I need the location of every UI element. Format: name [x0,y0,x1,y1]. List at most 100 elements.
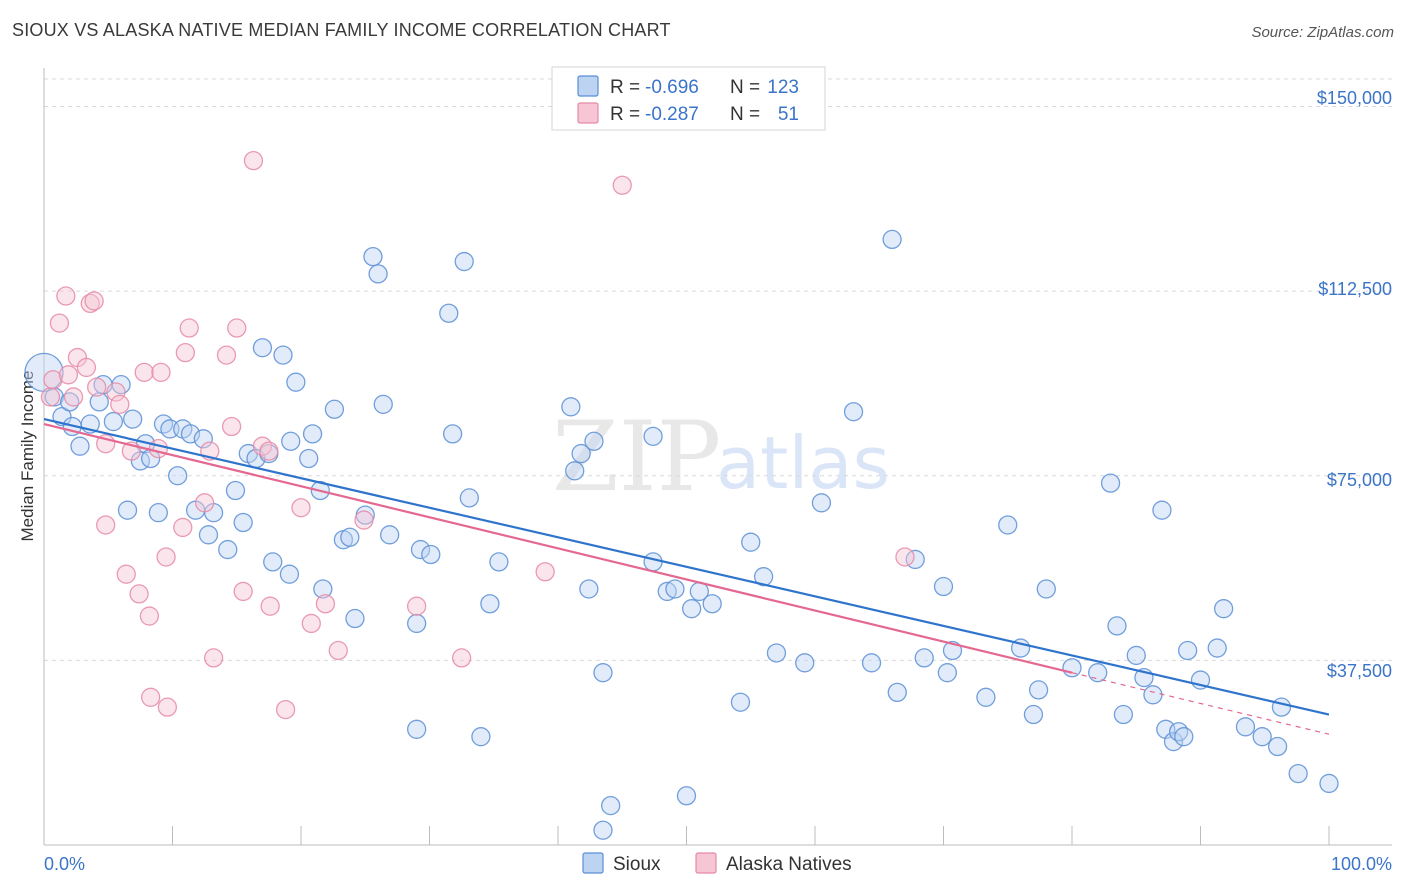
correlation-legend: R = -0.696 N = 123 R = -0.287 N = 51 [551,66,826,131]
data-point-sioux [1107,616,1127,636]
data-point-sioux [1163,731,1184,752]
data-point-sioux [1319,773,1339,794]
data-point-alaska [157,697,178,717]
series-alaska [40,150,915,720]
data-point-sioux [273,345,293,365]
data-point-sioux [593,820,613,840]
data-point-sioux [1271,697,1292,717]
data-point-sioux [454,251,474,272]
data-point-alaska [221,416,242,437]
data-point-sioux [233,512,253,533]
data-point-sioux [148,503,169,523]
data-point-sioux [406,719,427,739]
legend-swatch-alaska [577,102,599,124]
trend-lines [43,418,1330,735]
data-point-sioux [368,264,388,284]
data-point-sioux [252,338,273,358]
data-point-sioux [489,552,509,572]
data-point-sioux [1288,763,1308,784]
data-point-alaska [129,584,149,604]
data-point-sioux [279,564,300,584]
data-point-sioux [861,653,882,673]
data-point-sioux [998,515,1018,535]
data-point-sioux [281,431,301,451]
data-point-alaska [233,581,253,602]
data-point-alaska [175,342,196,363]
data-point-sioux [811,493,832,513]
data-point-sioux [933,576,954,597]
y-tick-label: $112,500 [1318,279,1392,299]
data-point-sioux [976,687,996,707]
data-point-sioux [1023,704,1044,725]
legend-n-value: 123 [767,77,799,98]
data-point-alaska [139,606,160,626]
data-point-sioux [657,581,677,602]
data-point-sioux [1126,645,1146,666]
data-point-sioux [218,539,238,560]
data-point-sioux [410,539,431,560]
data-point-alaska [451,648,472,668]
data-point-sioux [1252,727,1272,747]
data-point-alaska [328,640,348,661]
data-point-alaska [260,596,280,616]
data-point-sioux [380,525,400,545]
data-point-alaska [134,362,154,382]
data-point-alaska [63,387,84,407]
data-point-alaska [173,517,193,538]
data-point-sioux [345,608,365,629]
data-point-alaska [156,547,176,567]
data-point-sioux [1174,727,1194,747]
data-point-sioux [1152,500,1172,520]
data-point-alaska [179,318,199,338]
data-point-sioux [324,399,345,419]
data-point-alaska [243,150,264,171]
y-tick-labels: $150,000 $112,500 $75,000 $37,500 [1317,88,1392,681]
data-point-sioux [1088,663,1108,683]
data-point-sioux [471,727,491,747]
chart-source: Source: ZipAtlas.com [1251,24,1394,41]
data-point-sioux [442,424,463,444]
data-point-alaska [106,382,126,402]
data-point-alaska [56,286,76,306]
data-point-sioux [299,448,319,469]
data-point-sioux [70,436,90,456]
data-point-alaska [301,613,321,634]
data-point-sioux [914,648,934,668]
data-point-sioux [601,795,621,816]
data-point-sioux [1062,658,1082,678]
data-point-sioux [1036,579,1056,599]
data-point-alaska [148,439,169,459]
data-point-sioux [340,527,360,547]
data-point-sioux [643,552,663,572]
data-point-sioux [730,692,751,712]
data-point-sioux [795,653,815,673]
data-point-sioux [887,682,907,703]
data-point-sioux [1213,599,1234,619]
data-point-sioux [702,594,722,614]
data-point-alaska [612,175,632,195]
legend-n-label: N = [730,104,765,125]
data-point-alaska [58,365,79,385]
data-point-sioux [561,397,581,417]
bottom-legend-label-sioux: Sioux [613,854,661,875]
data-point-sioux [643,426,663,446]
data-point-alaska [259,441,279,461]
data-point-sioux [313,579,333,599]
data-point-sioux [439,303,459,323]
data-point-sioux [373,394,393,414]
data-point-alaska [87,377,107,397]
trend-line-alaska [43,422,1073,674]
data-point-alaska [194,493,215,513]
data-point-sioux [1267,736,1288,757]
data-point-sioux [665,579,685,599]
data-point-sioux [1113,704,1134,725]
data-point-sioux [117,500,138,520]
data-point-sioux [363,246,383,267]
data-point-sioux [843,402,864,422]
series-legend: Sioux Alaska Natives [582,852,852,875]
watermark-zip: ZIP [552,401,721,513]
data-point-alaska [110,394,130,414]
data-point-sioux [225,480,246,501]
trend-line-sioux [43,418,1330,716]
